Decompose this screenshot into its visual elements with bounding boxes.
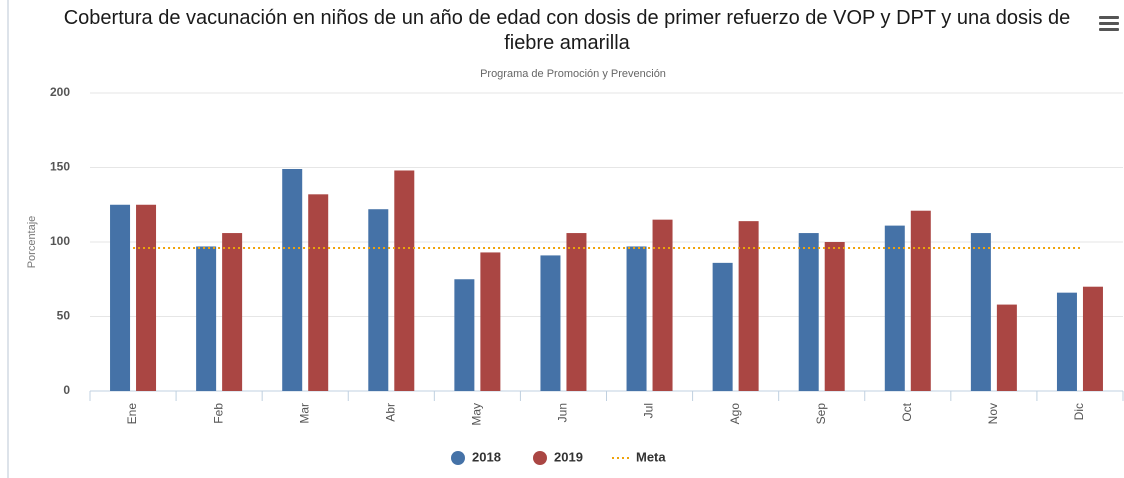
y-tick-label: 0 (63, 383, 70, 397)
legend-symbol (451, 451, 465, 465)
bar (136, 204, 157, 391)
x-tick-label: Oct (900, 402, 914, 421)
bar (824, 242, 845, 391)
x-tick-label: Ago (728, 403, 742, 425)
bar (196, 246, 217, 391)
x-tick-label: Jun (556, 403, 570, 422)
y-tick-label: 100 (50, 234, 70, 248)
bar (1056, 292, 1077, 391)
chart-subtitle: Programa de Promoción y Prevención (480, 68, 666, 80)
bar (996, 304, 1017, 391)
bar (308, 194, 329, 391)
bar (626, 246, 647, 391)
x-tick-label: Sep (814, 403, 828, 425)
bar (970, 233, 991, 391)
bar (910, 210, 931, 391)
bar (110, 204, 131, 391)
x-tick-label: May (470, 403, 484, 426)
x-tick-label: Ene (125, 403, 139, 425)
bar (652, 219, 673, 391)
x-tick-label: Nov (986, 403, 1000, 424)
y-axis-title: Porcentaje (26, 216, 38, 269)
x-tick-label: Mar (297, 403, 311, 424)
menu-bar[interactable] (1099, 22, 1119, 25)
menu-button[interactable] (1099, 16, 1119, 31)
legend-label: 2018 (472, 449, 501, 464)
legend-item[interactable]: 2019 (533, 449, 583, 465)
bar (566, 233, 587, 391)
x-tick-label: Jul (642, 403, 656, 418)
bar (1082, 286, 1103, 391)
legend: 2018 2019 Meta (451, 449, 666, 465)
bar (222, 233, 243, 391)
x-tick-label: Feb (211, 403, 225, 424)
bar (480, 252, 501, 391)
y-tick-label: 50 (57, 309, 71, 323)
x-tick-label: Dic (1072, 403, 1086, 420)
y-tick-label: 200 (50, 85, 70, 99)
legend-item[interactable]: 2018 (451, 449, 501, 465)
menu-bar[interactable] (1099, 28, 1119, 31)
x-tick-label: Abr (383, 403, 397, 422)
bar (540, 255, 561, 391)
bar (368, 209, 389, 391)
bar (798, 233, 819, 391)
bar (454, 279, 475, 391)
legend-item[interactable]: Meta (612, 449, 666, 464)
bar (884, 225, 905, 391)
bar (282, 168, 303, 391)
menu-bar[interactable] (1099, 16, 1119, 19)
bar (394, 170, 415, 391)
legend-label: 2019 (554, 449, 583, 464)
legend-symbol (533, 451, 547, 465)
bar (712, 262, 733, 391)
legend-label: Meta (636, 449, 666, 464)
y-tick-label: 150 (50, 160, 70, 174)
chart-title: Cobertura de vacunación en niños de un a… (63, 7, 1071, 54)
bar (738, 221, 759, 391)
